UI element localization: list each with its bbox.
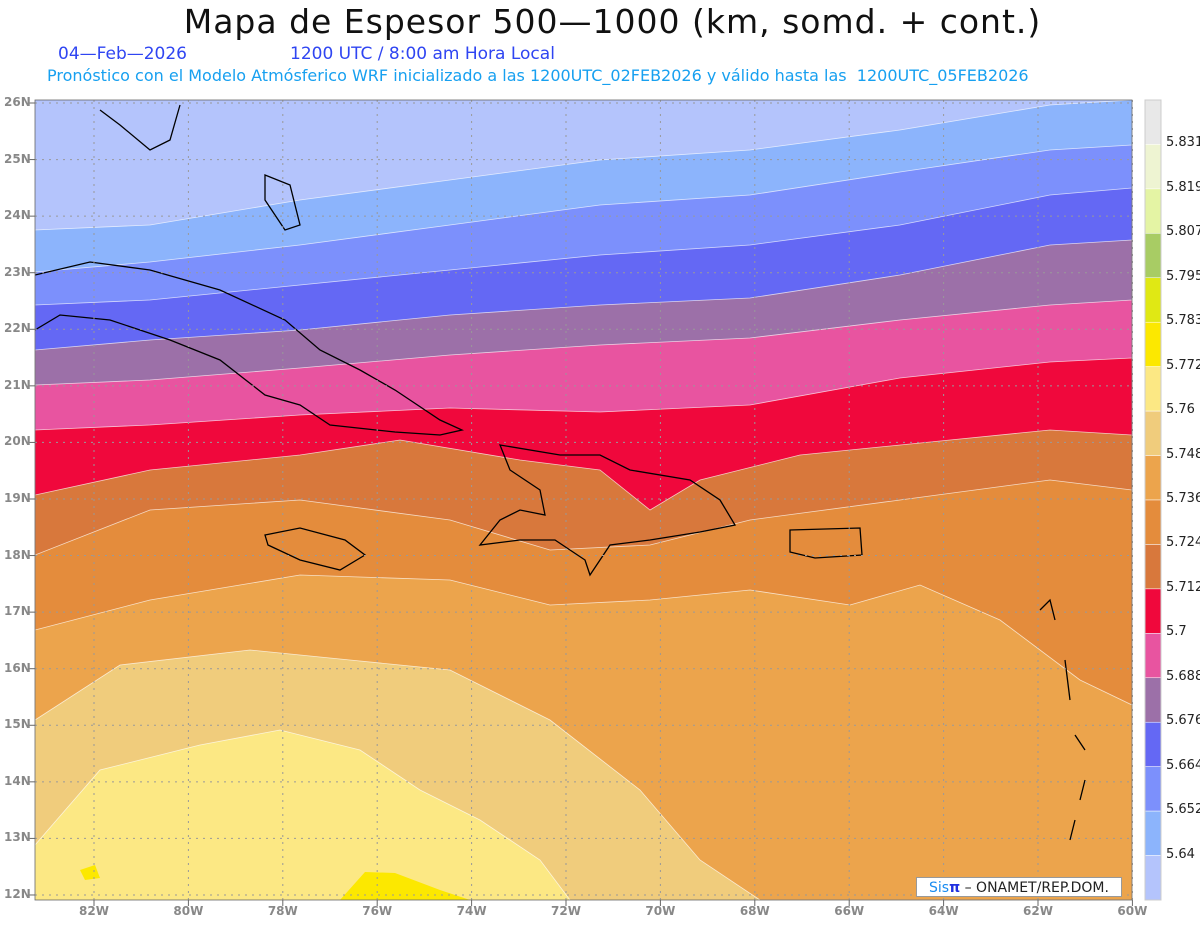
colorbar-swatch xyxy=(1144,810,1162,856)
coastline-hispaniola xyxy=(478,444,737,577)
lat-label: 19N xyxy=(4,490,31,505)
lat-label: 22N xyxy=(4,321,31,336)
colorbar-label: 5.724 xyxy=(1166,535,1200,551)
lat-label: 14N xyxy=(4,773,31,788)
colorbar-swatch xyxy=(1144,499,1162,545)
colorbar-label: 5.688 xyxy=(1166,668,1200,684)
coastline-florida xyxy=(99,104,181,151)
lat-label: 25N xyxy=(4,151,31,166)
lon-label: 64W xyxy=(928,904,959,918)
brand-pi: π xyxy=(949,880,961,896)
colorbar-swatch xyxy=(1144,277,1162,323)
lat-label: 17N xyxy=(4,604,31,619)
coastline-lesser-antilles xyxy=(1039,598,1086,841)
thickness-band-peak xyxy=(340,872,470,900)
colorbar-swatch xyxy=(1144,455,1162,501)
credit-box: Sisπ – ONAMET/REP.DOM. xyxy=(916,877,1122,897)
colorbar-swatch xyxy=(1144,677,1162,723)
colorbar-label: 5.76 xyxy=(1166,402,1195,418)
coastline-andros xyxy=(264,174,301,231)
brand-sis: Sis xyxy=(929,880,950,896)
colorbar-label: 5.7 xyxy=(1166,624,1187,640)
colorbar-label: 5.736 xyxy=(1166,491,1200,506)
colorbar-swatch xyxy=(1144,855,1162,901)
lat-label: 21N xyxy=(4,377,31,392)
colorbar-label: 5.795 xyxy=(1166,268,1200,284)
colorbar-label: 5.712 xyxy=(1166,579,1200,595)
colorbar-swatch xyxy=(1144,321,1162,367)
colorbar-label: 5.807 xyxy=(1166,224,1200,240)
colorbar-label: 5.748 xyxy=(1166,446,1200,462)
lat-label: 13N xyxy=(4,830,31,845)
lat-label: 26N xyxy=(4,95,31,109)
colorbar-label: 5.819 xyxy=(1166,179,1200,195)
lon-label: 78W xyxy=(267,904,298,918)
colorbar-label: 5.64 xyxy=(1166,846,1195,862)
colorbar-swatch xyxy=(1144,410,1162,456)
colorbar-label: 5.664 xyxy=(1166,757,1200,773)
thickness-band xyxy=(35,729,571,900)
lon-label: 82W xyxy=(79,904,109,918)
coastline-cuba xyxy=(35,261,465,436)
colorbar-swatch xyxy=(1144,588,1162,634)
lat-label: 20N xyxy=(4,434,31,449)
colorbar-label: 5.676 xyxy=(1166,713,1200,729)
colorbar-label: 5.783 xyxy=(1166,313,1200,329)
map-title: Mapa de Espesor 500—1000 (km, somd. + co… xyxy=(183,2,1042,41)
lat-label: 24N xyxy=(4,208,31,223)
lat-label: 12N xyxy=(4,886,31,901)
lon-label: 68W xyxy=(739,904,770,918)
colorbar-swatch xyxy=(1144,366,1162,412)
colorbar-label: 5.772 xyxy=(1166,357,1200,373)
lon-label: 60W xyxy=(1117,904,1148,918)
lon-label: 66W xyxy=(834,904,865,918)
colorbar-swatch xyxy=(1144,766,1162,812)
colorbar-swatch xyxy=(1144,721,1162,767)
colorbar-swatch xyxy=(1144,144,1162,190)
lon-label: 80W xyxy=(173,904,204,918)
coastline-jamaica xyxy=(264,527,367,571)
colorbar-swatch xyxy=(1144,188,1162,234)
lat-label: 15N xyxy=(4,717,31,732)
lon-label: 70W xyxy=(645,904,676,918)
lat-label: 16N xyxy=(4,660,31,675)
valid-date: 04—Feb—2026 xyxy=(58,44,187,64)
colorbar-swatch xyxy=(1144,544,1162,590)
colorbar-swatch xyxy=(1144,233,1162,279)
lat-label: 18N xyxy=(4,547,31,562)
lon-label: 74W xyxy=(456,904,487,918)
lon-label: 76W xyxy=(362,904,393,918)
forecast-info: Pronóstico con el Modelo Atmósferico WRF… xyxy=(47,66,1029,85)
thickness-band-peak xyxy=(80,865,100,880)
colorbar-swatch xyxy=(1144,633,1162,679)
credit-text: – ONAMET/REP.DOM. xyxy=(960,880,1109,896)
lon-label: 72W xyxy=(551,904,581,918)
lon-label: 62W xyxy=(1023,904,1053,918)
lat-label: 23N xyxy=(4,264,31,279)
colorbar-label: 5.652 xyxy=(1166,802,1200,818)
colorbar-swatch xyxy=(1144,99,1162,145)
valid-time: 1200 UTC / 8:00 am Hora Local xyxy=(290,44,555,64)
colorbar-frame xyxy=(1144,99,1162,901)
colorbar-label: 5.831 xyxy=(1166,135,1200,151)
coastline-puerto-rico xyxy=(789,527,863,559)
